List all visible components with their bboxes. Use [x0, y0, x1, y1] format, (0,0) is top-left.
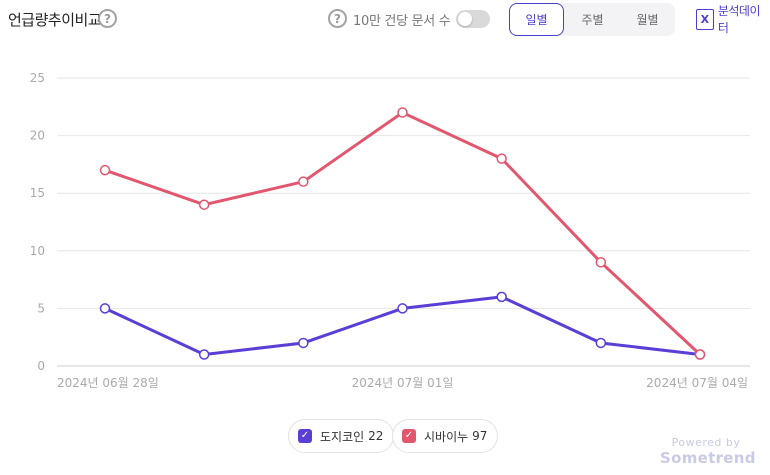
x-tick-label: 2024년 07월 01일: [352, 376, 454, 390]
period-daily-button[interactable]: 일별: [509, 3, 564, 36]
data-point: [496, 153, 507, 164]
legend-item-shibainu[interactable]: ✓ 시바이누 97: [392, 419, 499, 453]
period-weekly-button[interactable]: 주별: [581, 13, 604, 27]
y-tick-label: 5: [37, 301, 45, 315]
toggle-knob: [458, 12, 472, 26]
y-tick-label: 20: [30, 129, 45, 143]
data-point: [298, 176, 309, 187]
powered-by: Powered by Sometrend: [660, 436, 756, 467]
data-point: [496, 291, 507, 303]
data-point: [198, 199, 210, 210]
x-tick-label: 2024년 07월 04일: [646, 376, 748, 390]
period-monthly-button[interactable]: 월별: [636, 13, 659, 27]
brand-logo: Sometrend: [660, 449, 756, 467]
data-point: [397, 107, 408, 118]
export-label: 분석데이터: [717, 4, 761, 35]
check-icon: ✓: [402, 429, 416, 443]
legend-series-name: 시바이누: [424, 429, 469, 444]
per-doc-help-icon[interactable]: ?: [328, 9, 347, 28]
data-point: [99, 303, 111, 314]
export-data-button[interactable]: X 분석데이터: [696, 4, 770, 35]
header: 언급량추이비교 ? ? 10만 건당 문서 수 일별 주별 월별 X 분석데이터: [0, 0, 770, 40]
data-point: [595, 337, 607, 349]
legend-item-dogecoin[interactable]: ✓ 도지코인 22: [288, 419, 395, 453]
powered-by-label: Powered by: [671, 436, 741, 449]
y-tick-label: 10: [30, 244, 45, 258]
per-doc-toggle[interactable]: [456, 10, 490, 28]
data-point: [397, 303, 408, 314]
y-tick-label: 15: [30, 186, 45, 200]
page-title: 언급량추이비교: [8, 11, 102, 29]
data-point: [298, 337, 309, 349]
data-point: [595, 257, 607, 268]
x-tick-label: 2024년 06월 28일: [57, 376, 159, 390]
y-tick-label: 25: [30, 71, 45, 85]
data-point: [694, 349, 706, 360]
y-tick-label: 0: [37, 359, 45, 373]
line-chart: 0 5 10 15 20 25 2024년 06월 28일 2024년 07월 01일 2024…: [30, 71, 750, 390]
per-doc-label: 10만 건당 문서 수: [353, 14, 451, 29]
legend-series-name: 도지코인: [320, 429, 365, 444]
series-line-1: [103, 111, 702, 356]
data-point: [99, 164, 111, 176]
excel-icon: X: [696, 8, 714, 30]
legend-series-count: 97: [472, 429, 488, 443]
help-icon[interactable]: ?: [98, 9, 117, 28]
legend-series-count: 22: [368, 429, 384, 443]
data-point: [198, 349, 210, 360]
period-selector: 일별 주별 월별: [509, 3, 675, 36]
check-icon: ✓: [298, 429, 312, 443]
